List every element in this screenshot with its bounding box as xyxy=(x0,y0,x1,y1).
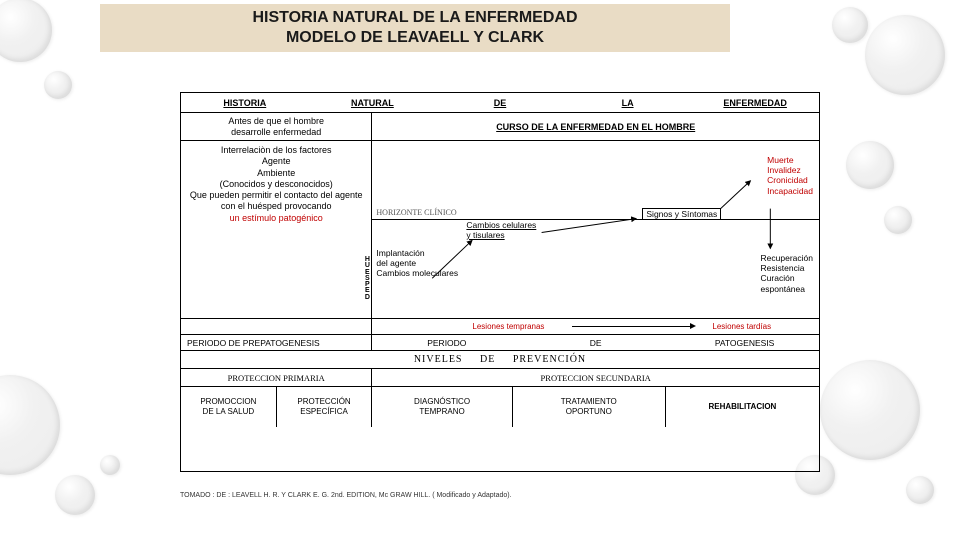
agent-implantation: Implantación del agente Cambios molecula… xyxy=(376,249,458,278)
leavell-clark-diagram: HISTORIA NATURAL DE LA ENFERMEDAD Antes … xyxy=(180,92,820,472)
specific-protection: PROTECCIÓN ESPECÍFICA xyxy=(277,387,373,427)
main-area: Interrelaciòn de los factores Agente Amb… xyxy=(181,141,819,319)
hdr-w5: ENFERMEDAD xyxy=(691,93,819,112)
rehabilitation: REHABILITACION xyxy=(666,387,819,427)
signs-symptoms: Signos y Síntomas xyxy=(642,208,721,220)
hdr-w3: DE xyxy=(436,93,564,112)
prepathogenesis-box: Interrelaciòn de los factores Agente Amb… xyxy=(181,141,372,318)
cellular-changes: Cambios celulares y tisulares xyxy=(466,221,536,241)
second-row: Antes de que el hombre desarrolle enferm… xyxy=(181,113,819,141)
permit-contact: Que pueden permitir el contacto del agen… xyxy=(187,190,365,213)
slide-title-bar: HISTORIA NATURAL DE LA ENFERMEDAD MODELO… xyxy=(100,4,730,52)
course-in-man: CURSO DE LA ENFERMEDAD EN EL HOMBRE xyxy=(372,113,819,140)
title-line2: MODELO DE LEAVAELL Y CLARK xyxy=(286,28,544,48)
agent: Agente xyxy=(187,156,365,167)
protection-row: PROTECCION PRIMARIA PROTECCION SECUNDARI… xyxy=(181,369,819,387)
lesion-arrow-head xyxy=(690,323,696,329)
health-promotion: PROMOCCION DE LA SALUD xyxy=(181,387,277,427)
title-line1: HISTORIA NATURAL DE LA ENFERMEDAD xyxy=(252,8,577,28)
clinical-horizon-line xyxy=(372,219,819,220)
interrelation: Interrelaciòn de los factores xyxy=(187,145,365,156)
clinical-horizon-label: HORIZONTE CLÍNICO xyxy=(376,208,456,217)
environment: Ambiente xyxy=(187,168,365,179)
primary-protection: PROTECCION PRIMARIA xyxy=(181,369,372,386)
pathogenesis-word: PATOGENESIS xyxy=(670,335,819,350)
hdr-w2: NATURAL xyxy=(309,93,437,112)
outcomes-bad: Muerte Invalidez Cronicidad Incapacidad xyxy=(767,155,813,196)
secondary-protection: PROTECCION SECUNDARIA xyxy=(372,369,819,386)
before-disease: Antes de que el hombre desarrolle enferm… xyxy=(181,113,372,140)
source-citation: TOMADO : DE : LEAVELL H. R. Y CLARK E. G… xyxy=(180,492,512,499)
prevention-levels-header: NIVELES DE PREVENCIÓN xyxy=(181,351,819,369)
period-row: PERIODO DE PREPATOGENESIS PERIODO DE PAT… xyxy=(181,335,819,351)
known-unknown: (Conocidos y desconocidos) xyxy=(187,179,365,190)
hdr-w1: HISTORIA xyxy=(181,93,309,112)
period-word: PERIODO xyxy=(372,335,521,350)
early-diagnosis: DIAGNÓSTICO TEMPRANO xyxy=(372,387,512,427)
hdr-w4: LA xyxy=(564,93,692,112)
early-lesions: Lesiones tempranas xyxy=(472,322,544,331)
progression-arrows xyxy=(372,141,819,318)
prepathogenesis-period: PERIODO DE PREPATOGENESIS xyxy=(181,335,372,350)
late-lesions: Lesiones tardías xyxy=(712,322,771,331)
lesions-row: Lesiones tempranas Lesiones tardías xyxy=(181,319,819,335)
timely-treatment: TRATAMIENTO OPORTUNO xyxy=(513,387,666,427)
pathogenic-stimulus: un estímulo patogénico xyxy=(187,213,365,224)
de-word: DE xyxy=(521,335,670,350)
diagram-top-header: HISTORIA NATURAL DE LA ENFERMEDAD xyxy=(181,93,819,113)
pathogenesis-box: H U E S P E D HORIZONTE CLÍNICO Signos y… xyxy=(372,141,819,318)
prevention-levels: PROMOCCION DE LA SALUD PROTECCIÓN ESPECÍ… xyxy=(181,387,819,427)
outcomes-good: Recuperación Resistencia Curación espont… xyxy=(761,253,813,294)
lesion-arrow-line xyxy=(572,326,692,327)
huesped-vertical: H U E S P E D xyxy=(363,257,371,301)
